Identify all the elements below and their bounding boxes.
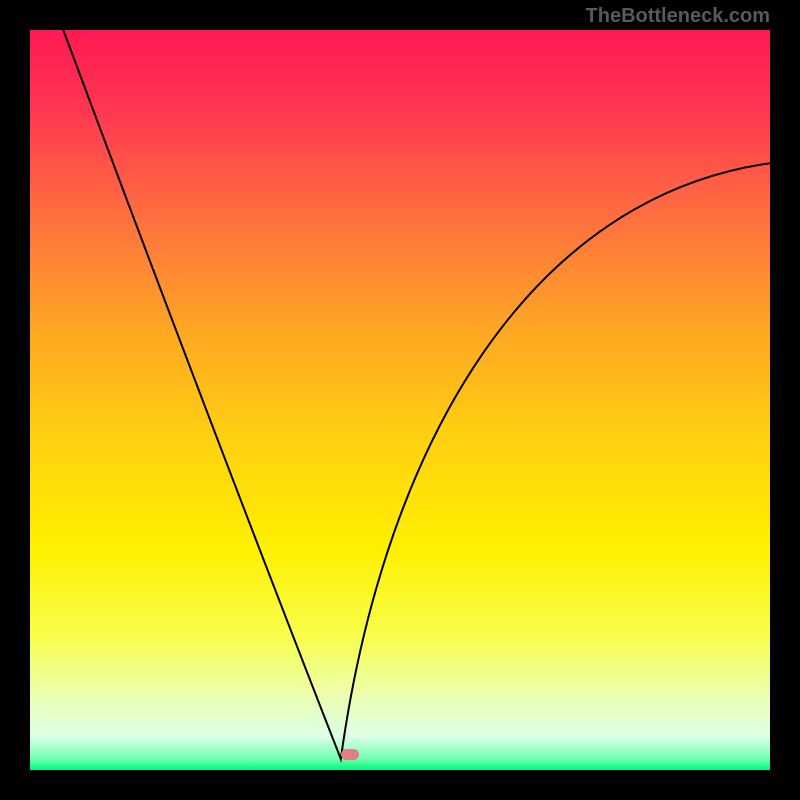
chart-container: TheBottleneck.com — [0, 0, 800, 800]
watermark-text: TheBottleneck.com — [586, 5, 770, 28]
bottleneck-curve-svg — [0, 0, 800, 800]
bottleneck-curve — [63, 30, 770, 759]
minimum-point-marker — [341, 749, 359, 760]
